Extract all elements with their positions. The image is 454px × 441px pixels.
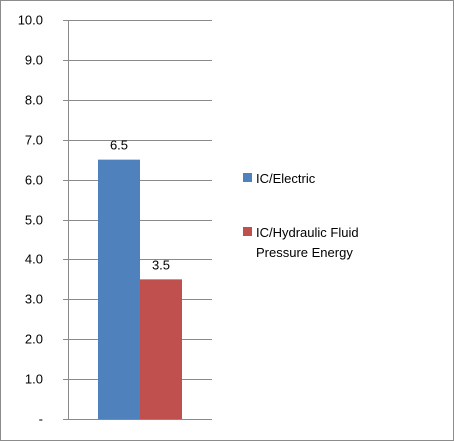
y-tick-label: 3.0 bbox=[25, 292, 43, 307]
y-tick-label: 6.0 bbox=[25, 173, 43, 188]
y-tick-label: - bbox=[39, 412, 43, 427]
legend-label: IC/Hydraulic Fluid bbox=[256, 225, 359, 240]
legend: IC/Electric IC/Hydraulic Fluid Pressure En… bbox=[243, 171, 359, 260]
bar-ic-electric bbox=[98, 159, 140, 419]
gridlines bbox=[63, 20, 212, 420]
data-label: 6.5 bbox=[110, 138, 128, 153]
y-tick-label: 7.0 bbox=[25, 133, 43, 148]
y-tick-label: 5.0 bbox=[25, 213, 43, 228]
bar-ic-hydraulic bbox=[140, 279, 182, 419]
y-tick-label: 2.0 bbox=[25, 332, 43, 347]
data-labels: 6.5 3.5 bbox=[110, 138, 170, 273]
y-axis: - 1.0 2.0 3.0 4.0 5.0 6.0 7.0 8.0 9.0 10.0 bbox=[18, 13, 69, 427]
legend-swatch bbox=[243, 173, 252, 182]
y-tick-label: 9.0 bbox=[25, 53, 43, 68]
legend-label: Pressure Energy bbox=[256, 245, 353, 260]
legend-swatch bbox=[243, 227, 252, 236]
y-tick-label: 1.0 bbox=[25, 372, 43, 387]
y-tick-label: 8.0 bbox=[25, 93, 43, 108]
legend-label: IC/Electric bbox=[256, 171, 316, 186]
y-tick-label: 10.0 bbox=[18, 13, 43, 28]
bars bbox=[98, 159, 182, 419]
y-tick-label: 4.0 bbox=[25, 252, 43, 267]
data-label: 3.5 bbox=[152, 257, 170, 272]
